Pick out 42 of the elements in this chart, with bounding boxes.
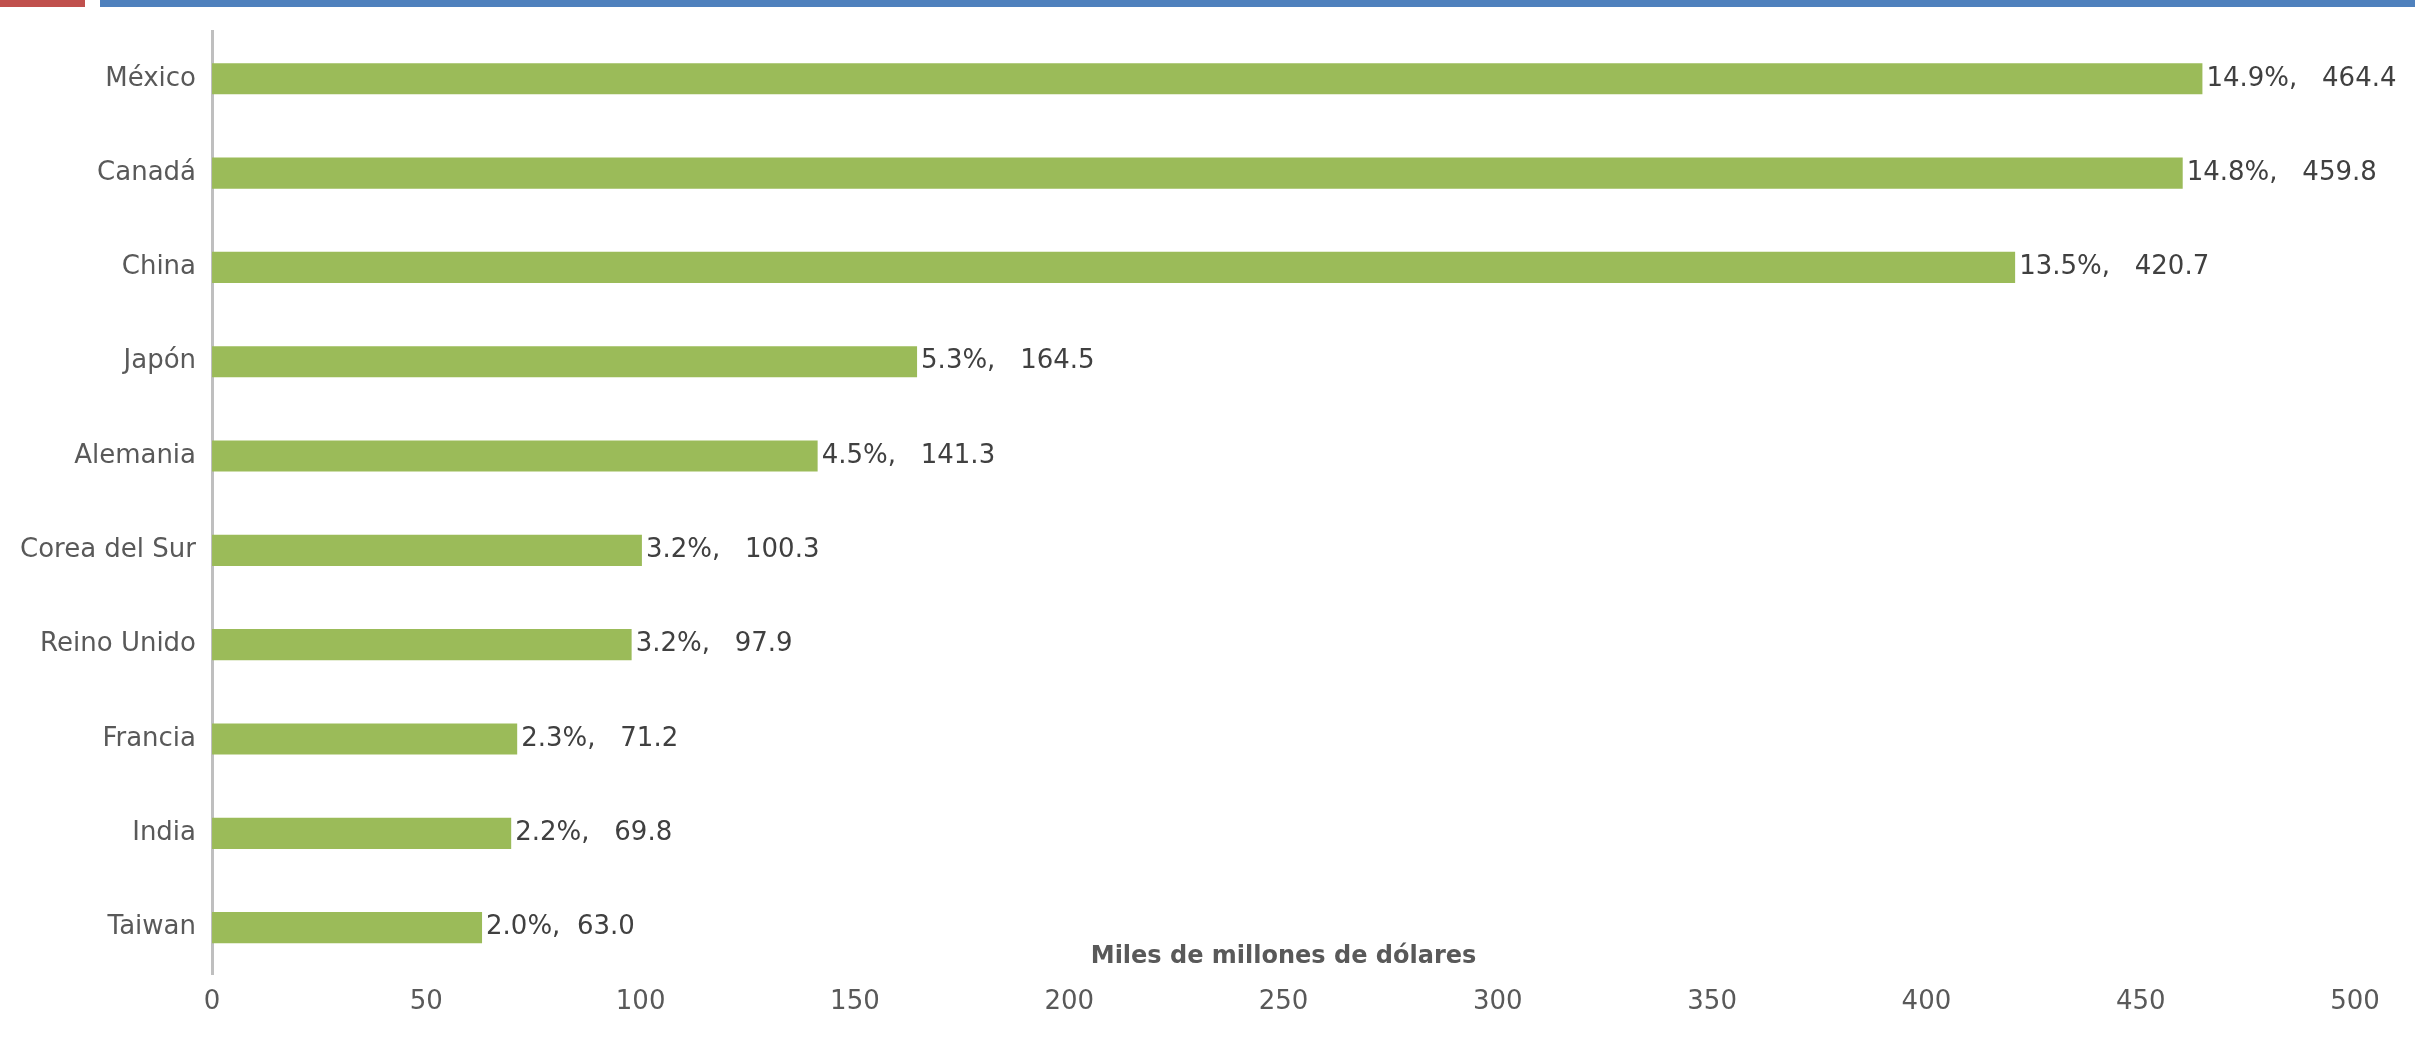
y-tick-label: Taiwan xyxy=(106,910,197,941)
y-tick-label: China xyxy=(121,250,197,281)
bar xyxy=(212,534,642,566)
x-tick-label: 350 xyxy=(1687,985,1737,1016)
bar xyxy=(212,157,2183,189)
bar xyxy=(212,63,2203,95)
data-label: 2.2%, 69.8 xyxy=(515,816,673,847)
data-label: 13.5%, 420.7 xyxy=(2019,250,2210,281)
x-tick-label: 400 xyxy=(1901,985,1952,1016)
bar xyxy=(212,251,2016,283)
bar xyxy=(212,912,483,944)
data-label: 2.3%, 71.2 xyxy=(521,721,679,752)
data-label: 3.2%, 97.9 xyxy=(635,627,793,658)
data-label: 14.9%, 464.4 xyxy=(2206,61,2397,92)
x-tick-label: 500 xyxy=(2330,985,2380,1016)
bar xyxy=(212,629,632,661)
y-tick-label: Francia xyxy=(102,721,197,752)
y-tick-label: Japón xyxy=(121,344,197,375)
x-axis-title: Miles de millones de dólares xyxy=(1090,941,1477,970)
bar xyxy=(212,346,918,378)
data-label: 3.2%, 100.3 xyxy=(645,533,820,564)
bar xyxy=(212,723,518,755)
data-label: 4.5%, 141.3 xyxy=(821,438,996,469)
data-label: 14.8%, 459.8 xyxy=(2186,155,2377,186)
x-tick-label: 0 xyxy=(203,985,221,1016)
x-tick-label: 200 xyxy=(1044,985,1095,1016)
y-tick-label: Canadá xyxy=(97,155,197,186)
x-tick-label: 250 xyxy=(1258,985,1309,1016)
y-tick-label: India xyxy=(132,816,197,847)
x-tick-label: 150 xyxy=(830,985,880,1016)
data-label: 2.0%, 63.0 xyxy=(486,910,635,941)
bar xyxy=(212,817,512,849)
x-tick-label: 50 xyxy=(409,985,443,1016)
data-label: 5.3%, 164.5 xyxy=(921,344,1095,375)
x-tick-label: 300 xyxy=(1472,985,1523,1016)
bar xyxy=(212,440,818,472)
y-tick-label: Reino Unido xyxy=(40,627,197,658)
x-tick-label: 100 xyxy=(615,985,666,1016)
y-tick-label: México xyxy=(105,61,197,92)
y-tick-label: Alemania xyxy=(74,438,197,469)
x-tick-label: 450 xyxy=(2115,985,2166,1016)
y-tick-label: Corea del Sur xyxy=(19,533,197,564)
